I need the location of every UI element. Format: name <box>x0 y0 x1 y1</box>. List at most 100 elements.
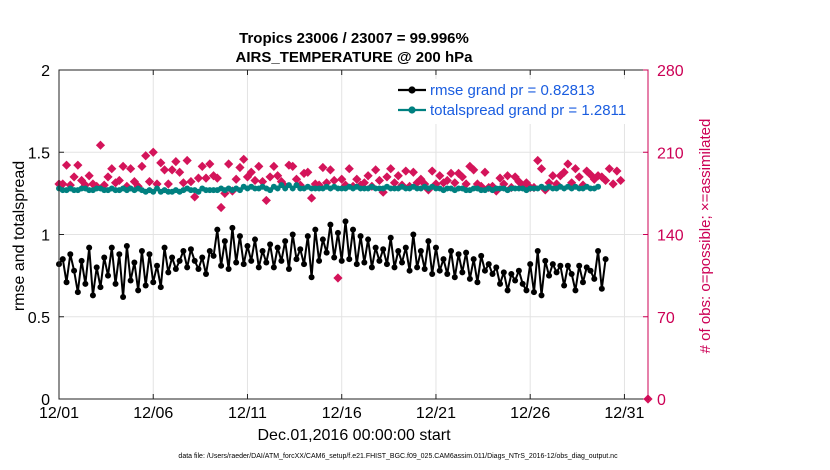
series-point <box>380 246 387 253</box>
obs-point <box>265 172 275 182</box>
series-point <box>316 257 323 264</box>
obs-point <box>239 154 249 164</box>
series-point <box>116 251 123 258</box>
totalspread-series <box>56 182 602 195</box>
obs-point <box>371 165 381 175</box>
obs-point <box>167 165 177 175</box>
obs-point <box>442 175 452 186</box>
obs-point <box>393 171 403 181</box>
series-point <box>319 236 326 243</box>
obs-point <box>276 177 287 187</box>
series-point <box>120 294 127 301</box>
obs-point <box>257 177 268 187</box>
obs-point <box>197 161 207 171</box>
y-tick-label: 1 <box>41 228 50 245</box>
series-point <box>334 229 341 236</box>
obs-point <box>574 172 584 182</box>
x-tick-label: 12/21 <box>416 405 456 422</box>
y-tick-label: 0 <box>41 392 50 409</box>
obs-point <box>126 164 136 174</box>
series-point <box>523 287 530 294</box>
legend-rmse-marker <box>408 86 416 94</box>
obs-point <box>303 167 313 177</box>
series-point <box>191 257 198 264</box>
obs-point <box>363 171 373 181</box>
y-right-tick-label: 280 <box>657 63 684 80</box>
series-point <box>466 275 473 282</box>
obs-point <box>95 140 106 150</box>
legend-rmse-label: rmse grand pr = 0.82813 <box>430 82 595 99</box>
series-point <box>346 256 353 263</box>
series-point <box>515 267 522 274</box>
obs-point <box>450 178 460 188</box>
obs-point <box>559 167 569 177</box>
obs-point <box>205 159 215 169</box>
obs-point <box>261 195 271 206</box>
series-point <box>252 236 259 243</box>
series-point <box>553 269 560 276</box>
obs-point <box>148 147 158 157</box>
series-point <box>414 264 421 271</box>
y-tick-label: 2 <box>41 63 50 80</box>
series-point <box>244 243 251 250</box>
obs-point <box>548 171 558 181</box>
obs-point <box>604 164 614 174</box>
series-point <box>519 280 526 287</box>
obs-point <box>325 165 336 175</box>
series-point <box>342 218 349 225</box>
series-point <box>229 224 236 231</box>
obs-point <box>310 179 320 189</box>
obs-point <box>284 160 294 170</box>
series-point <box>595 247 602 254</box>
obs-point <box>382 172 392 182</box>
obs-point <box>171 157 181 167</box>
series-point <box>538 292 545 299</box>
series-point <box>451 274 458 281</box>
series-point <box>410 231 417 238</box>
obs-point <box>536 164 547 174</box>
series-point <box>512 277 519 284</box>
series-point <box>225 266 232 273</box>
series-point <box>350 226 357 233</box>
obs-point <box>216 202 226 213</box>
obs-point <box>159 165 170 175</box>
obs-point <box>431 179 441 189</box>
series-point <box>135 287 142 294</box>
series-point <box>489 270 496 277</box>
series-point <box>123 243 130 250</box>
obs-point <box>340 180 351 190</box>
obs-point <box>73 160 83 170</box>
obs-point <box>502 171 513 181</box>
obs-point <box>156 158 166 168</box>
series-point <box>338 257 345 264</box>
obs-point <box>273 171 283 181</box>
series-point <box>365 236 372 243</box>
series-point <box>444 270 451 277</box>
obs-point <box>480 167 490 177</box>
obs-point <box>352 174 362 184</box>
series-point <box>274 244 281 251</box>
obs-point <box>178 178 188 188</box>
y-tick-label: 1.5 <box>28 145 50 162</box>
obs-point <box>533 155 543 166</box>
series-point <box>176 257 183 264</box>
obs-point <box>487 181 498 191</box>
obs-point <box>344 164 354 174</box>
series-point <box>82 280 89 287</box>
series-point <box>169 254 176 261</box>
obs-point <box>306 193 317 203</box>
series-point <box>304 233 311 240</box>
obs-point <box>254 161 264 171</box>
series-point <box>127 277 134 284</box>
series-point <box>568 270 575 277</box>
obs-point <box>408 167 418 177</box>
legend-spread-marker <box>408 106 416 114</box>
series-point <box>138 247 145 254</box>
obs-point <box>61 160 72 170</box>
series-point <box>101 254 108 261</box>
y-right-tick-label: 140 <box>657 228 684 245</box>
chart-subtitle: AIRS_TEMPERATURE @ 200 hPa <box>236 49 474 66</box>
obs-point <box>224 159 234 169</box>
series-point <box>323 249 330 256</box>
